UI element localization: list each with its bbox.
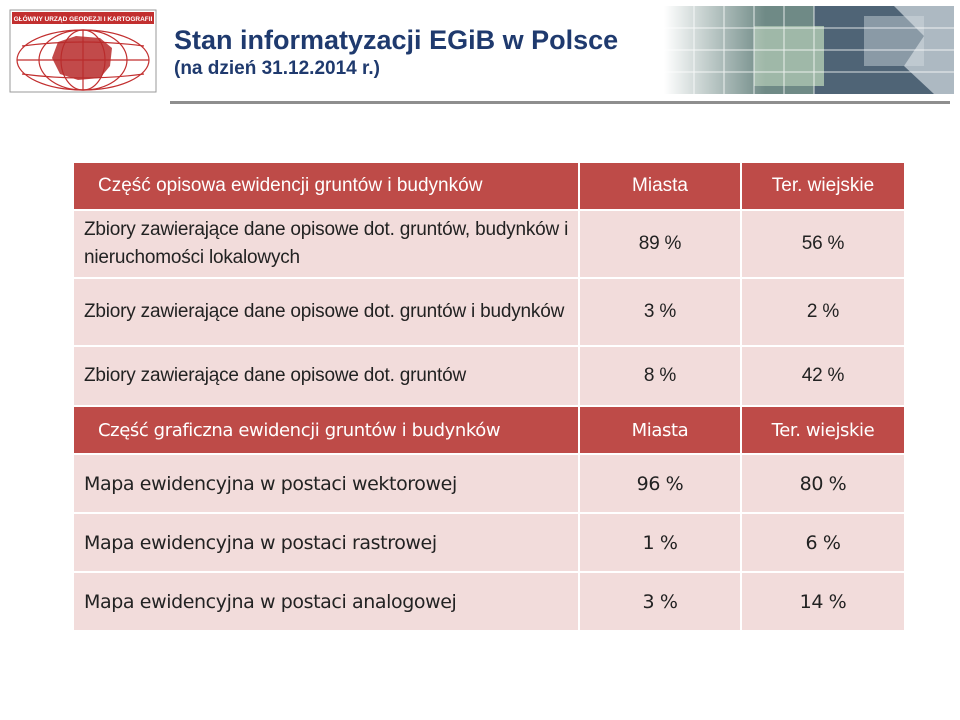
table-row: Zbiory zawierające dane opisowe dot. gru… <box>72 345 906 407</box>
row-label: Zbiory zawierające dane opisowe dot. gru… <box>72 209 580 279</box>
table-row: Mapa ewidencyjna w postaci rastrowej 1 %… <box>72 512 906 573</box>
header-cell-cities: Miasta <box>578 161 742 211</box>
header-cell-cities: Miasta <box>578 405 742 455</box>
logo-text: GŁÓWNY URZĄD GEODEZJI I KARTOGRAFII <box>14 14 153 23</box>
subtitle-date: (na dzień 31.12.2014 r.) <box>174 58 380 80</box>
row-label: Zbiory zawierające dane opisowe dot. gru… <box>72 277 580 347</box>
table-row: Zbiory zawierające dane opisowe dot. gru… <box>72 209 906 279</box>
cities-value: 89 % <box>578 209 742 279</box>
table-row: Mapa ewidencyjna w postaci wektorowej 96… <box>72 453 906 514</box>
header-cell-graphical-part: Część graficzna ewidencji gruntów i budy… <box>72 405 580 455</box>
header-cell-rural: Ter. wiejskie <box>740 405 906 455</box>
table-row: Mapa ewidencyjna w postaci analogowej 3 … <box>72 571 906 632</box>
row-label: Mapa ewidencyjna w postaci rastrowej <box>72 512 580 573</box>
cities-value: 8 % <box>578 345 742 407</box>
row-label: Mapa ewidencyjna w postaci analogowej <box>72 571 580 632</box>
cities-value: 3 % <box>578 571 742 632</box>
header-cell-descriptive-part: Część opisowa ewidencji gruntów i budynk… <box>72 161 580 211</box>
table-header-row: Część opisowa ewidencji gruntów i budynk… <box>72 161 906 211</box>
cities-value: 96 % <box>578 453 742 514</box>
cities-value: 1 % <box>578 512 742 573</box>
rural-value: 56 % <box>740 209 906 279</box>
rural-value: 6 % <box>740 512 906 573</box>
header-cell-rural: Ter. wiejskie <box>740 161 906 211</box>
rural-value: 14 % <box>740 571 906 632</box>
title-text: Stan informatyzacji EGiB w Polsce <box>174 25 619 55</box>
page-title: Stan informatyzacji EGiB w Polsce (na dz… <box>174 24 618 81</box>
row-label: Zbiory zawierające dane opisowe dot. gru… <box>72 345 580 407</box>
cities-value: 3 % <box>578 277 742 347</box>
header-map-image <box>664 6 954 94</box>
gugik-logo: GŁÓWNY URZĄD GEODEZJI I KARTOGRAFII <box>8 8 158 94</box>
rural-value: 42 % <box>740 345 906 407</box>
rural-value: 80 % <box>740 453 906 514</box>
row-label: Mapa ewidencyjna w postaci wektorowej <box>72 453 580 514</box>
egib-status-table: Część opisowa ewidencji gruntów i budynk… <box>72 161 906 632</box>
table-header-row: Część graficzna ewidencji gruntów i budy… <box>72 405 906 455</box>
table-row: Zbiory zawierające dane opisowe dot. gru… <box>72 277 906 347</box>
header-divider <box>170 101 950 104</box>
rural-value: 2 % <box>740 277 906 347</box>
